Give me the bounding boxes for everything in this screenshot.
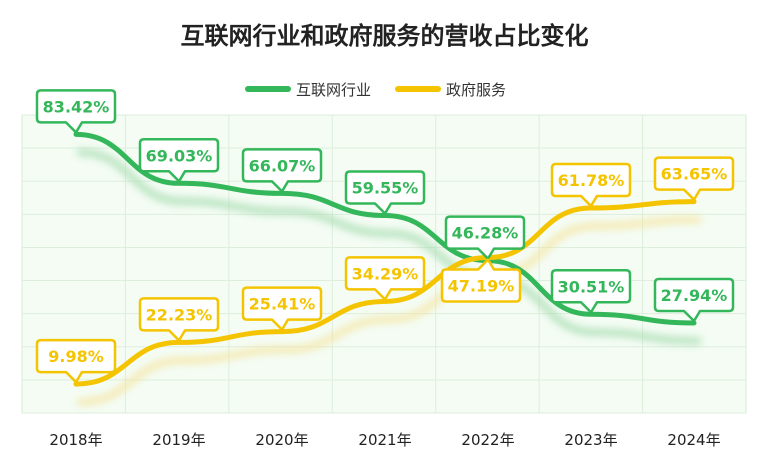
data-label-box bbox=[550, 162, 632, 208]
data-label-government: 61.78% bbox=[550, 162, 632, 208]
data-label-box bbox=[550, 269, 632, 314]
x-tick-label: 2021年 bbox=[358, 431, 411, 449]
data-label-government: 63.65% bbox=[653, 156, 735, 201]
data-label-box bbox=[138, 297, 220, 342]
series-shadow-internet bbox=[76, 148, 702, 345]
plot-area: 83.42% 69.03% 66.07% 59.55% 46.28% 30.51% 27.9… bbox=[21, 89, 747, 449]
data-label-text: 66.07% bbox=[249, 156, 316, 175]
data-label-text: 46.28% bbox=[452, 224, 519, 243]
series-line-government bbox=[73, 199, 697, 387]
data-label-text: 34.29% bbox=[352, 264, 419, 283]
x-tick-label: 2022年 bbox=[461, 431, 514, 449]
data-label-government: 9.98% bbox=[35, 338, 117, 384]
series-shadows bbox=[76, 148, 702, 406]
series-line-internet bbox=[73, 131, 697, 326]
data-label-box bbox=[444, 215, 526, 260]
data-label-box bbox=[344, 256, 426, 301]
data-label-text: 83.42% bbox=[43, 97, 110, 116]
data-label-box bbox=[35, 338, 117, 384]
data-label-text: 30.51% bbox=[558, 277, 625, 296]
data-label-internet: 69.03% bbox=[138, 138, 220, 183]
data-labels: 83.42% 69.03% 66.07% 59.55% 46.28% 30.51% 27.9… bbox=[35, 89, 735, 384]
data-label-text: 63.65% bbox=[661, 165, 728, 184]
data-label-text: 59.55% bbox=[352, 179, 419, 198]
data-label-text: 22.23% bbox=[146, 305, 213, 324]
data-label-text: 47.19% bbox=[448, 277, 515, 296]
chart-title: 互联网行业和政府服务的营收占比变化 bbox=[181, 22, 589, 50]
data-label-government: 47.19% bbox=[440, 258, 522, 303]
x-tick-label: 2019年 bbox=[152, 431, 205, 449]
data-label-box bbox=[241, 148, 323, 193]
data-label-government: 22.23% bbox=[138, 297, 220, 342]
data-label-text: 25.41% bbox=[249, 295, 316, 314]
x-tick-label: 2020年 bbox=[255, 431, 308, 449]
data-label-box bbox=[241, 286, 323, 331]
x-tick-label: 2023年 bbox=[564, 431, 617, 449]
data-label-box bbox=[653, 156, 735, 201]
data-label-government: 34.29% bbox=[344, 256, 426, 301]
data-label-text: 27.94% bbox=[661, 286, 728, 305]
x-tick-label: 2018年 bbox=[49, 431, 102, 449]
legend: 互联网行业 政府服务 bbox=[245, 81, 506, 99]
data-label-text: 9.98% bbox=[48, 347, 104, 366]
x-axis-ticks: 2018年 2019年 2020年 2021年 2022年 2023年 2024年 bbox=[49, 431, 720, 449]
data-label-internet: 59.55% bbox=[344, 170, 426, 215]
data-label-text: 61.78% bbox=[558, 171, 625, 190]
data-label-government: 25.41% bbox=[241, 286, 323, 331]
x-tick-label: 2024年 bbox=[667, 431, 720, 449]
data-label-box bbox=[653, 277, 735, 323]
series-lines bbox=[73, 131, 697, 387]
data-label-box bbox=[35, 89, 117, 134]
data-label-box bbox=[344, 170, 426, 215]
legend-label-internet: 互联网行业 bbox=[296, 81, 371, 99]
data-label-internet: 27.94% bbox=[653, 277, 735, 323]
data-label-box bbox=[440, 258, 522, 303]
data-label-internet: 83.42% bbox=[35, 89, 117, 134]
data-label-internet: 46.28% bbox=[444, 215, 526, 260]
data-label-internet: 30.51% bbox=[550, 269, 632, 314]
series-shadow-government bbox=[76, 216, 702, 406]
data-label-internet: 66.07% bbox=[241, 148, 323, 193]
legend-label-government: 政府服务 bbox=[446, 81, 506, 99]
data-label-text: 69.03% bbox=[146, 146, 213, 165]
data-label-box bbox=[138, 138, 220, 183]
